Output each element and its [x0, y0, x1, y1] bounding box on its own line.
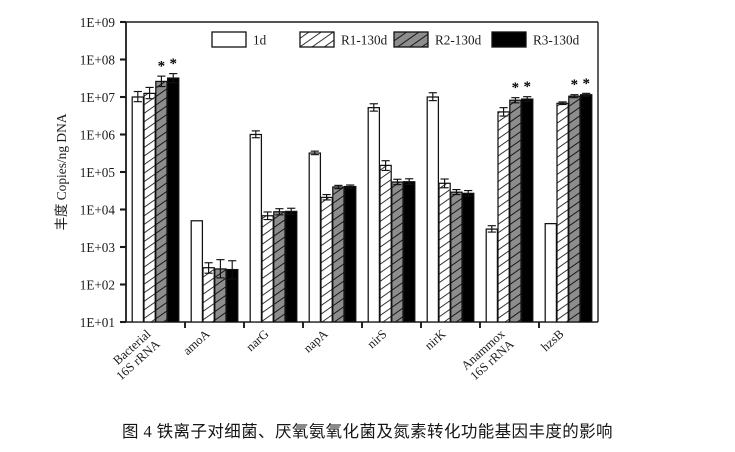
error-bars-group: [133, 73, 591, 280]
legend-swatch: [299, 31, 335, 48]
bar: [438, 182, 451, 322]
bar: [402, 181, 416, 322]
bar: [367, 107, 381, 322]
y-tick-label: 1E+09: [80, 15, 116, 30]
significance-star: *: [582, 76, 590, 92]
legend-label: R2-130d: [435, 33, 482, 48]
y-tick-label: 1E+08: [80, 53, 116, 68]
bar: [202, 267, 215, 322]
bar: [343, 185, 357, 322]
bar: [509, 99, 522, 322]
bar: [485, 228, 499, 322]
y-tick-label: 1E+06: [80, 128, 116, 143]
bar: [497, 111, 510, 322]
legend-swatch: [393, 31, 429, 48]
y-axis-ticks: [120, 20, 126, 324]
y-tick-label: 1E+07: [80, 90, 116, 105]
bar: [166, 77, 180, 322]
bar: [131, 96, 145, 322]
figure-caption: 图 4 铁离子对细菌、厌氧氨氧化菌及氮素转化功能基因丰度的影响: [122, 422, 613, 441]
significance-star: *: [512, 80, 520, 96]
bar: [450, 191, 463, 322]
bar: [520, 98, 534, 322]
y-axis-title: 丰度 Copies/ng DNA: [54, 113, 69, 230]
bar: [273, 211, 286, 322]
significance-star: *: [158, 59, 166, 75]
bar: [391, 181, 404, 322]
y-tick-label: 1E+05: [80, 165, 116, 180]
bar-series-group: [131, 77, 593, 322]
significance-star: *: [523, 79, 531, 95]
y-axis-tick-labels: 1E+09 1E+08 1E+07 1E+06 1E+05 1E+04 1E+03 1E+02…: [80, 15, 116, 330]
legend-label: R1-130d: [341, 33, 388, 48]
bar: [155, 80, 168, 322]
bar: [544, 223, 558, 322]
legend-swatch: [491, 31, 527, 48]
significance-markers: ** *** *: [158, 56, 590, 96]
bar: [579, 94, 593, 322]
bar: [461, 192, 475, 322]
bar: [556, 102, 569, 322]
y-tick-label: 1E+04: [80, 203, 116, 218]
legend-label: R3-130d: [533, 33, 580, 48]
chart-legend: 1d R1-130d R2-130d R3-130d: [211, 31, 580, 48]
bar: [284, 210, 298, 322]
bar: [320, 196, 333, 322]
legend-swatch: [211, 31, 247, 48]
y-tick-label: 1E+01: [80, 315, 115, 330]
significance-star: *: [169, 56, 177, 72]
bar: [249, 133, 263, 322]
bar: [143, 92, 156, 322]
y-axis-title-text: 丰度 Copies/ng DNA: [54, 113, 69, 230]
y-tick-label: 1E+03: [80, 240, 116, 255]
bar: [426, 96, 440, 322]
significance-star: *: [571, 77, 579, 93]
bar: [379, 164, 392, 322]
legend-label: 1d: [253, 33, 267, 48]
bar: [190, 220, 204, 322]
y-tick-label: 1E+02: [80, 278, 115, 293]
x-axis-ticks: [184, 322, 540, 328]
bar: [568, 95, 581, 322]
bar: [261, 215, 274, 322]
bar: [332, 186, 345, 322]
bar: [308, 152, 322, 322]
